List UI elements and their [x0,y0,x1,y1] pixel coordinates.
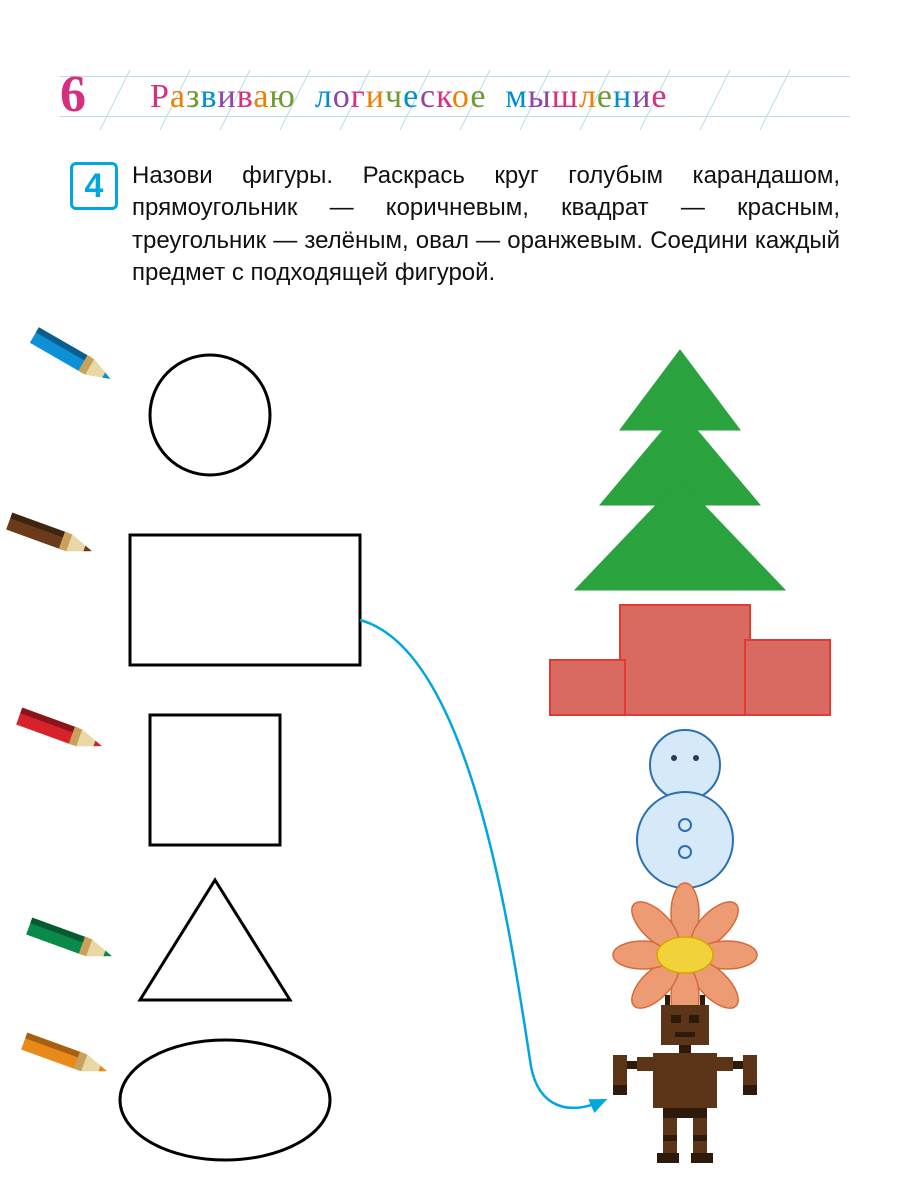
shape-triangle [140,880,290,1000]
pencil-brown [6,513,95,560]
object-podium [550,605,830,715]
pencil-blue [30,327,115,387]
object-robot [613,995,757,1163]
pencil-green [26,918,115,965]
shape-rectangle [130,535,360,665]
pencil-red [16,708,105,755]
object-snowman [637,730,733,888]
worksheet-canvas [0,0,900,1200]
shape-oval [120,1040,330,1160]
object-tree [575,350,785,590]
shape-circle [150,355,270,475]
shape-square [150,715,280,845]
pencil-orange [21,1033,110,1080]
